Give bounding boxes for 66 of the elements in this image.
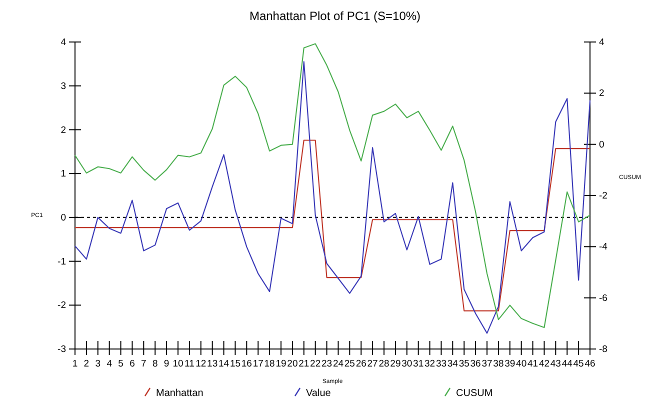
y-tick-label: -2 bbox=[58, 300, 66, 312]
x-tick-label: 15 bbox=[230, 358, 241, 370]
x-tick-label: 19 bbox=[276, 358, 286, 370]
x-tick-label: 38 bbox=[493, 358, 504, 370]
x-tick-label: 36 bbox=[470, 358, 481, 370]
x-tick-label: 5 bbox=[118, 358, 124, 370]
x-tick-label: 9 bbox=[164, 358, 170, 370]
x-tick-label: 43 bbox=[550, 358, 561, 370]
y2-tick-label: -6 bbox=[599, 292, 608, 304]
x-tick-label: 6 bbox=[130, 358, 135, 370]
x-tick-label: 45 bbox=[573, 358, 584, 370]
y-tick-label: 4 bbox=[60, 37, 66, 48]
x-tick-label: 2 bbox=[84, 358, 90, 370]
chart-title: Manhattan Plot of PC1 (S=10%) bbox=[249, 9, 421, 23]
x-tick-label: 37 bbox=[482, 358, 492, 370]
x-tick-label: 20 bbox=[287, 358, 298, 370]
x-tick-label: 27 bbox=[367, 358, 378, 370]
x-tick-label: 33 bbox=[436, 358, 447, 370]
y2-tick-label: 0 bbox=[599, 139, 604, 150]
y2-tick-label: -2 bbox=[599, 190, 608, 202]
y-tick-label: 1 bbox=[60, 168, 66, 180]
y2-tick-label: 4 bbox=[599, 37, 604, 48]
y-tick-label: -3 bbox=[58, 344, 66, 356]
x-tick-label: 26 bbox=[356, 358, 366, 370]
x-tick-label: 34 bbox=[447, 358, 458, 370]
y2-tick-label: -8 bbox=[599, 344, 608, 356]
x-tick-label: 41 bbox=[527, 358, 538, 370]
x-tick-label: 46 bbox=[584, 358, 596, 370]
x-tick-label: 23 bbox=[321, 358, 332, 370]
y2-tick-label: -4 bbox=[599, 242, 608, 253]
x-tick-label: 24 bbox=[332, 358, 344, 370]
x-tick-label: 31 bbox=[413, 358, 424, 370]
x-tick-label: 28 bbox=[378, 358, 390, 370]
legend-label: Value bbox=[306, 388, 332, 399]
x-tick-label: 13 bbox=[207, 358, 218, 370]
x-tick-label: 8 bbox=[152, 358, 158, 370]
x-tick-label: 17 bbox=[252, 358, 264, 370]
line-series bbox=[74, 140, 591, 312]
x-tick-label: 10 bbox=[172, 358, 184, 370]
x-tick-label: 32 bbox=[424, 358, 436, 370]
x-tick-label: 3 bbox=[95, 358, 101, 370]
x-tick-label: 29 bbox=[390, 358, 401, 370]
x-tick-label: 35 bbox=[458, 358, 470, 370]
x-tick-label: 18 bbox=[264, 358, 275, 370]
legend-label: Manhattan bbox=[156, 388, 204, 399]
x-tick-label: 25 bbox=[344, 358, 355, 370]
x-tick-label: 21 bbox=[298, 358, 310, 370]
y-tick-label: -1 bbox=[58, 256, 66, 268]
y-tick-label: 2 bbox=[60, 124, 66, 136]
x-tick-label: 1 bbox=[72, 358, 78, 370]
x-tick-label: 39 bbox=[504, 358, 516, 370]
y2-tick-label: 2 bbox=[599, 88, 604, 100]
x-tick-label: 42 bbox=[538, 358, 550, 370]
x-tick-label: 7 bbox=[141, 358, 146, 370]
x-tick-label: 44 bbox=[562, 358, 572, 370]
x-tick-label: 12 bbox=[196, 358, 206, 370]
legend-label: CUSUM bbox=[456, 388, 493, 399]
x-tick-label: 16 bbox=[241, 358, 252, 370]
y-tick-label: 3 bbox=[60, 80, 66, 92]
x-tick-label: 40 bbox=[516, 358, 527, 370]
x-tick-label: 22 bbox=[310, 358, 321, 370]
y-tick-label: 0 bbox=[60, 212, 66, 224]
x-tick-label: 4 bbox=[106, 358, 112, 370]
x-tick-label: 14 bbox=[218, 358, 230, 370]
x-tick-label: 11 bbox=[184, 358, 194, 370]
x-tick-label: 30 bbox=[402, 358, 412, 370]
